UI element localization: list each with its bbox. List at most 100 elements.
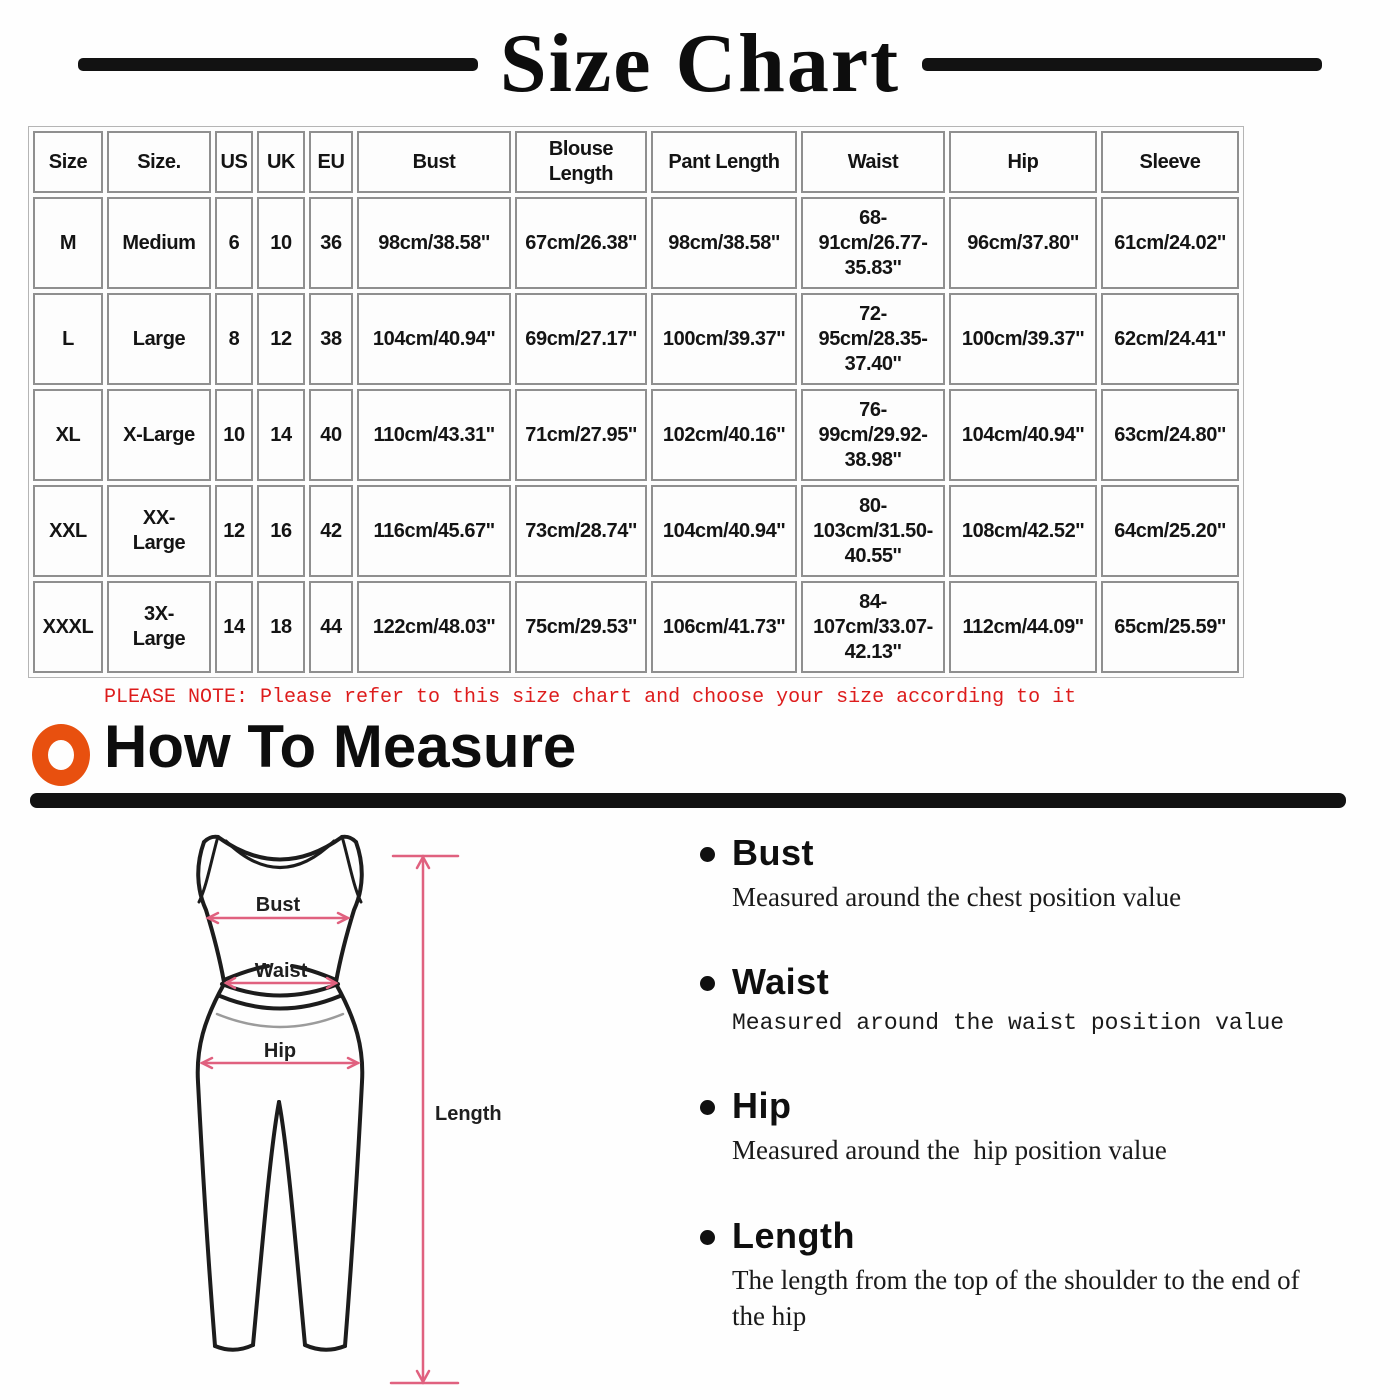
size-cell: 3X- Large [107, 581, 211, 673]
size-cell: 84- 107cm/33.07- 42.13'' [801, 581, 945, 673]
size-cell: 67cm/26.38'' [515, 197, 647, 289]
size-cell: Medium [107, 197, 211, 289]
measurement-lines [199, 854, 460, 1385]
size-cell: 69cm/27.17'' [515, 293, 647, 385]
table-row: XL X-Large 10 14 40 110cm/43.31'' 71cm/27.95''… [33, 389, 1239, 481]
size-cell: 10 [215, 389, 253, 481]
measurement-figure-illustration: Bust Waist Hip Length [195, 834, 502, 1385]
title-rule-left [77, 57, 478, 71]
size-cell: 102cm/40.16'' [651, 389, 797, 481]
size-cell: 44 [309, 581, 353, 673]
size-cell: 80- 103cm/31.50- 40.55'' [801, 485, 945, 577]
title-rule-right [922, 57, 1323, 71]
measure-term: Waist [732, 961, 830, 1003]
bust-line-label: Bust [256, 894, 301, 916]
size-note: PLEASE NOTE: Please refer to this size c… [104, 686, 1077, 709]
column-header: US [215, 131, 253, 193]
size-cell: 71cm/27.95'' [515, 389, 647, 481]
bullet-icon [700, 1100, 715, 1116]
bullet-icon [700, 976, 715, 992]
bullet-icon [700, 847, 715, 862]
size-cell: 12 [215, 485, 253, 577]
size-cell: M [33, 197, 103, 289]
column-header: Pant Length [651, 131, 797, 193]
table-row: L Large 8 12 38 104cm/40.94'' 69cm/27.17'' 100c… [33, 293, 1239, 385]
size-cell: 110cm/43.31'' [357, 389, 511, 481]
column-header: Sleeve [1101, 131, 1239, 193]
size-cell: 10 [257, 197, 305, 289]
measure-term: Length [732, 1214, 855, 1256]
column-header: Bust [357, 131, 511, 193]
size-cell: L [33, 293, 103, 385]
measure-item: Length The length from the top of the sho… [700, 1215, 1320, 1335]
table-row: XXL XX- Large 12 16 42 116cm/45.67'' 73cm/28.7… [33, 485, 1239, 577]
table-header-row: Size Size. US UK EU Bust Blouse Length Pant Len… [33, 131, 1239, 193]
hip-line-label: Hip [264, 1040, 296, 1062]
size-table: Size Size. US UK EU Bust Blouse Length Pant Len… [28, 126, 1244, 678]
size-cell: 100cm/39.37'' [949, 293, 1097, 385]
size-cell: 73cm/28.74'' [515, 485, 647, 577]
size-cell: 65cm/25.59'' [1101, 581, 1239, 673]
column-header: EU [309, 131, 353, 193]
measure-description: The length from the top of the shoulder … [732, 1264, 1307, 1332]
size-cell: XXL [33, 485, 103, 577]
divider-bar [30, 793, 1346, 808]
waist-line-label: Waist [255, 960, 308, 982]
column-header: Hip [949, 131, 1097, 193]
column-header: Blouse Length [515, 131, 647, 193]
measure-list: Bust Measured around the chest position v… [700, 832, 1320, 1335]
size-cell: 104cm/40.94'' [651, 485, 797, 577]
pants-outline [195, 982, 365, 1352]
size-cell: 8 [215, 293, 253, 385]
table-row: M Medium 6 10 36 98cm/38.58'' 67cm/26.38'' 98cm… [33, 197, 1239, 289]
size-cell: 14 [215, 581, 253, 673]
size-cell: 61cm/24.02'' [1101, 197, 1239, 289]
size-cell: 40 [309, 389, 353, 481]
measure-description: Measured around the chest position value [732, 882, 1182, 912]
bullet-icon [700, 1229, 715, 1245]
size-cell: 62cm/24.41'' [1101, 293, 1239, 385]
size-cell: 106cm/41.73'' [651, 581, 797, 673]
size-cell: X-Large [107, 389, 211, 481]
length-line-label: Length [435, 1103, 502, 1125]
size-cell: 16 [257, 485, 305, 577]
size-cell: 36 [309, 197, 353, 289]
size-cell: 12 [257, 293, 305, 385]
size-cell: 38 [309, 293, 353, 385]
size-cell: 72- 95cm/28.35- 37.40'' [801, 293, 945, 385]
size-cell: XL [33, 389, 103, 481]
size-cell: 116cm/45.67'' [357, 485, 511, 577]
how-to-measure-title: How To Measure [104, 713, 577, 780]
size-cell: XX- Large [107, 485, 211, 577]
page-title: Size Chart [499, 17, 901, 110]
size-cell: 98cm/38.58'' [357, 197, 511, 289]
size-cell: 98cm/38.58'' [651, 197, 797, 289]
measure-description: Measured around the waist position value [732, 1010, 1285, 1037]
column-header: Size [33, 131, 103, 193]
size-cell: 68- 91cm/26.77- 35.83'' [801, 197, 945, 289]
size-cell: 104cm/40.94'' [949, 389, 1097, 481]
measure-description: Measured around the hip position value [732, 1135, 1167, 1166]
size-cell: 14 [257, 389, 305, 481]
size-cell: 75cm/29.53'' [515, 581, 647, 673]
size-cell: 122cm/48.03'' [357, 581, 511, 673]
tank-top-outline [196, 834, 364, 998]
size-cell: 112cm/44.09'' [949, 581, 1097, 673]
size-cell: 100cm/39.37'' [651, 293, 797, 385]
header: Size Chart [0, 14, 1400, 114]
size-cell: 96cm/37.80'' [949, 197, 1097, 289]
size-cell: Large [107, 293, 211, 385]
size-cell: 18 [257, 581, 305, 673]
measure-item: Bust Measured around the chest position v… [700, 832, 1320, 915]
column-header: Size. [107, 131, 211, 193]
size-cell: XXXL [33, 581, 103, 673]
measure-term: Hip [732, 1085, 792, 1127]
size-cell: 42 [309, 485, 353, 577]
column-header: UK [257, 131, 305, 193]
measure-term: Bust [732, 832, 814, 873]
ring-icon [32, 724, 90, 786]
size-cell: 64cm/25.20'' [1101, 485, 1239, 577]
size-cell: 63cm/24.80'' [1101, 389, 1239, 481]
table-row: XXXL 3X- Large 14 18 44 122cm/48.03'' 75cm/29.… [33, 581, 1239, 673]
size-cell: 76- 99cm/29.92- 38.98'' [801, 389, 945, 481]
